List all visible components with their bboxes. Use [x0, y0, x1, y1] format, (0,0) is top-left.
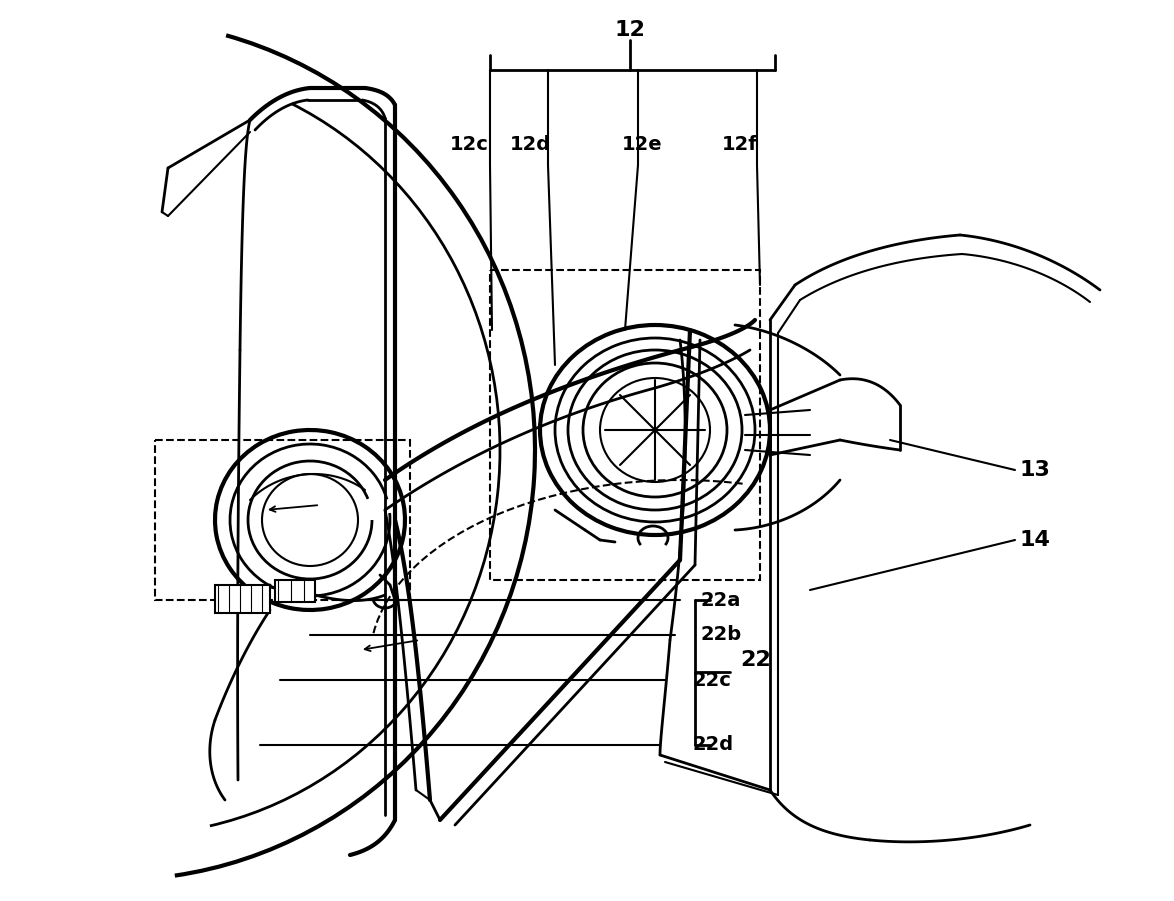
Text: 12: 12	[614, 20, 646, 40]
Text: 12c: 12c	[450, 135, 488, 154]
Text: 22: 22	[740, 650, 771, 670]
Bar	[155, 440, 410, 600]
Text: 22a: 22a	[700, 590, 741, 609]
Text: 22c: 22c	[693, 670, 731, 689]
Text: 13: 13	[1020, 460, 1051, 480]
Text: 22d: 22d	[693, 735, 734, 754]
FancyBboxPatch shape	[215, 585, 270, 613]
Text: 12e: 12e	[622, 135, 662, 154]
FancyBboxPatch shape	[275, 580, 315, 602]
Text: 22b: 22b	[700, 625, 741, 644]
Text: 14: 14	[1020, 530, 1051, 550]
Bar	[490, 270, 760, 580]
Text: 12f: 12f	[722, 135, 757, 154]
Text: 12d: 12d	[510, 135, 551, 154]
